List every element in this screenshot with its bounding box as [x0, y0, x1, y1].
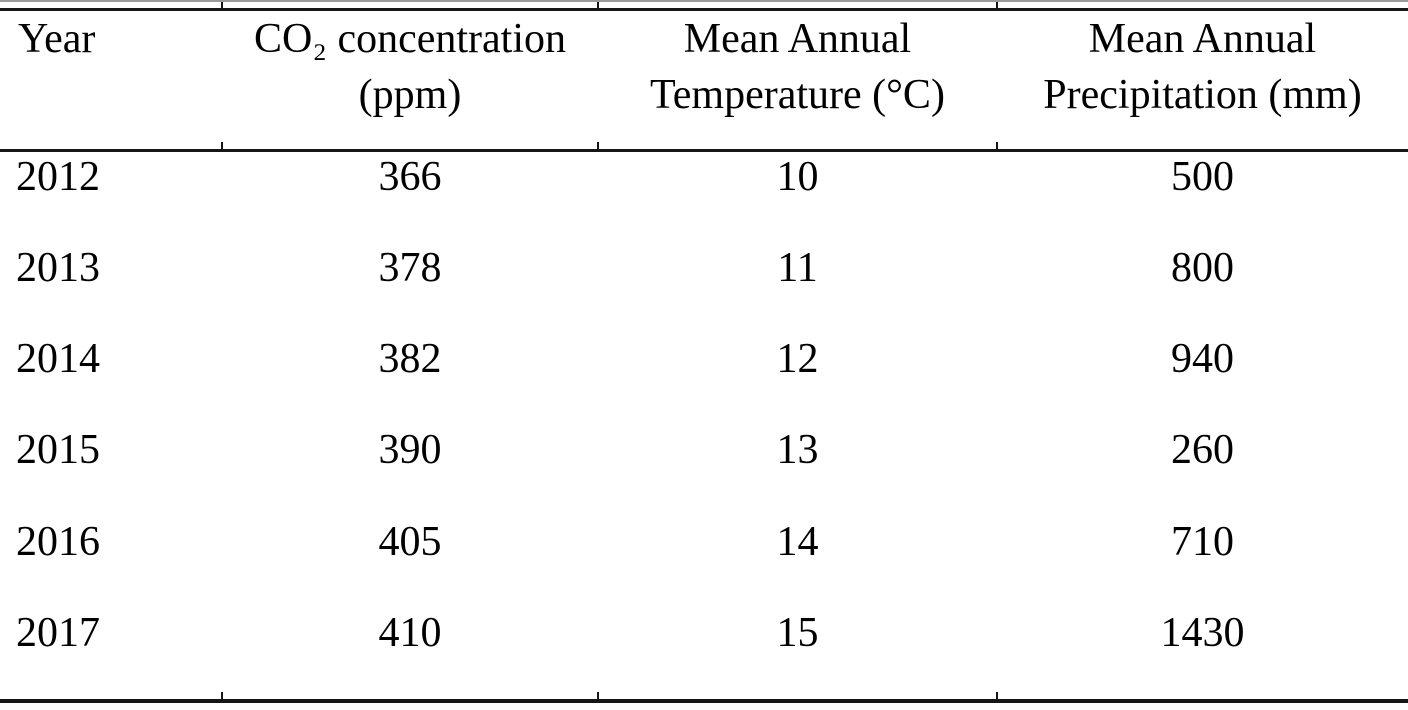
- column-header-label-line2: Precipitation (mm): [1043, 72, 1362, 118]
- column-header-co2: CO₂ concentration (ppm): [222, 11, 598, 149]
- cell-border-tick: [597, 2, 599, 10]
- temperature-cell: 15: [776, 609, 819, 656]
- column-header-precipitation: Mean Annual Precipitation (mm): [997, 11, 1408, 149]
- column-header-label: Mean Annual: [683, 16, 912, 62]
- year-cell: 2013: [16, 245, 100, 292]
- cell-border-tick: [996, 142, 998, 150]
- co2-cell: 410: [378, 609, 442, 656]
- cell-border-tick: [597, 142, 599, 150]
- year-cell: 2016: [16, 518, 100, 565]
- precipitation-cell: 940: [1171, 336, 1234, 383]
- year-cell: 2015: [16, 427, 100, 474]
- column-header-label-line2: Temperature (°C): [650, 72, 945, 118]
- column-header-label: CO₂ concentration: [253, 16, 567, 62]
- year-cell: 2012: [16, 154, 100, 200]
- precipitation-cell: 500: [1171, 154, 1234, 200]
- precipitation-cell: 800: [1171, 245, 1234, 292]
- table-row: 2014 382 12 940: [0, 334, 1408, 425]
- table-row: 2015 390 13 260: [0, 425, 1408, 516]
- table-header-row: Year CO₂ concentration (ppm) Mean Annual…: [0, 11, 1408, 149]
- temperature-cell: 10: [776, 154, 819, 200]
- temperature-cell: 12: [776, 336, 819, 383]
- precipitation-cell: 1430: [1160, 609, 1245, 656]
- table-bottom-rule: [0, 699, 1408, 703]
- co2-cell: 382: [378, 336, 442, 383]
- year-cell: 2014: [16, 336, 100, 383]
- co2-cell: 378: [378, 245, 442, 292]
- cell-border-tick: [597, 692, 599, 700]
- table-row: 2017 410 15 1430: [0, 608, 1408, 699]
- column-header-label-line2: (ppm): [358, 72, 462, 118]
- column-header-year: Year: [0, 11, 222, 149]
- table-top-rule: [0, 8, 1408, 11]
- precipitation-cell: 710: [1171, 518, 1234, 565]
- year-cell: 2017: [16, 609, 100, 656]
- cell-border-tick: [221, 692, 223, 700]
- table-row: 2013 378 11 800: [0, 243, 1408, 334]
- cell-border-tick: [996, 2, 998, 10]
- table-row: 2016 405 14 710: [0, 517, 1408, 608]
- column-header-label: Mean Annual: [1088, 16, 1317, 62]
- co2-cell: 366: [378, 154, 442, 200]
- temperature-cell: 13: [776, 427, 819, 474]
- table-row: 2012 366 10 500: [0, 152, 1408, 243]
- table-header-separator-rule: [0, 149, 1408, 152]
- precipitation-cell: 260: [1171, 427, 1234, 474]
- co2-cell: 405: [378, 518, 442, 565]
- cell-border-tick: [221, 2, 223, 10]
- table-body: 2012 366 10 500 2013 378 11 800 2014 382…: [0, 152, 1408, 699]
- cell-border-tick: [996, 692, 998, 700]
- column-header-temperature: Mean Annual Temperature (°C): [598, 11, 997, 149]
- cell-border-tick: [221, 142, 223, 150]
- co2-cell: 390: [378, 427, 442, 474]
- temperature-cell: 14: [776, 518, 819, 565]
- page-top-edge-line: [0, 0, 1408, 2]
- temperature-cell: 11: [777, 245, 818, 292]
- column-header-label: Year: [18, 16, 96, 62]
